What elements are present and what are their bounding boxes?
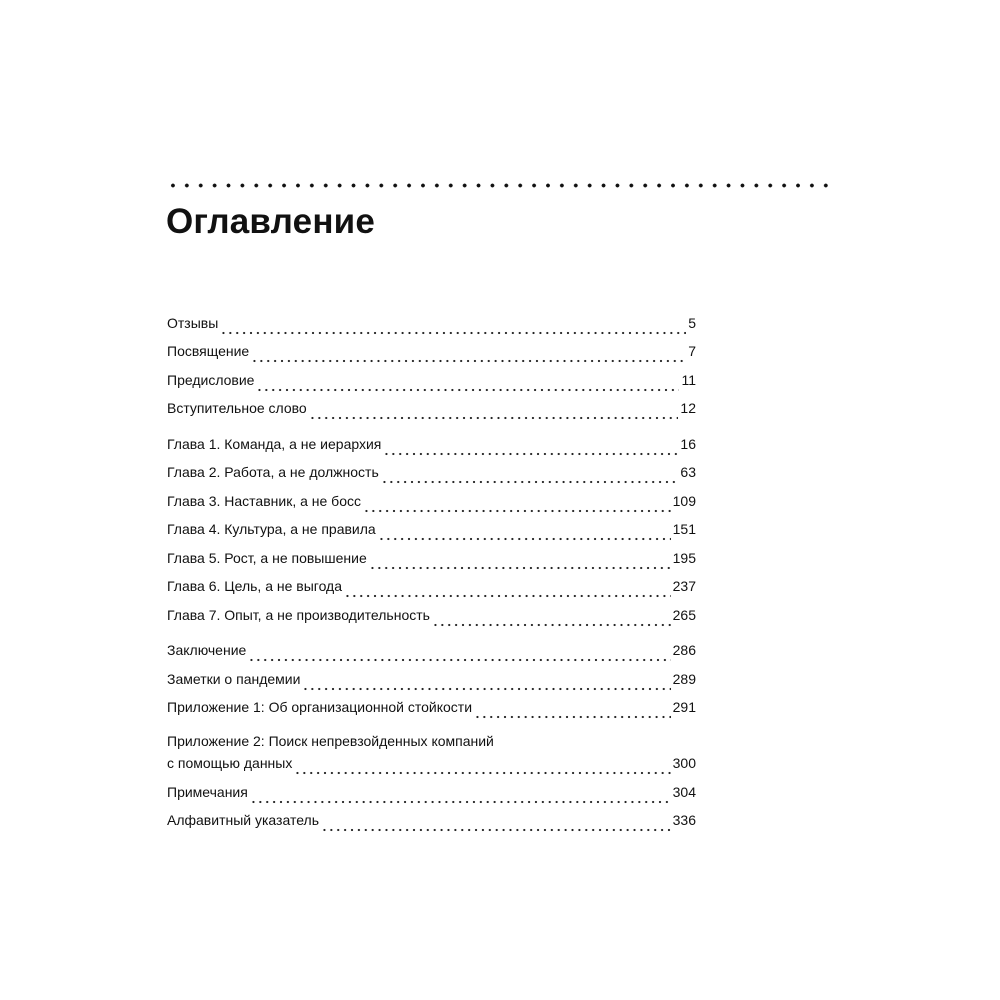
leader-dots: [248, 645, 671, 663]
toc-entry-page: 7: [688, 343, 696, 359]
leader-dots: [431, 609, 671, 628]
toc-entry[interactable]: Алфавитный указатель 336: [167, 805, 696, 833]
toc-entry[interactable]: Глава 1. Команда, а не иерархия 16: [167, 428, 696, 457]
toc-entry-page: 265: [672, 606, 696, 623]
toc-entry-page: 151: [672, 521, 696, 537]
toc-entry-label: Глава 3. Наставник, а не босс: [167, 492, 361, 509]
toc-entry-label: Примечания: [167, 783, 248, 800]
toc-entry-label: Вступительное слово: [167, 400, 307, 416]
toc-entry[interactable]: Заключение 286: [167, 635, 696, 663]
toc-entry-page: 300: [672, 755, 696, 771]
toc-entry[interactable]: Глава 5. Рост, а не повышение 195: [167, 542, 696, 571]
leader-dots: [294, 758, 671, 776]
toc-entry-page: 109: [672, 492, 696, 509]
toc-entry-label-continued: с помощью данных: [167, 755, 293, 771]
leader-dots: [377, 524, 671, 542]
toc-entry[interactable]: Глава 4. Культура, а не правила 151: [167, 514, 696, 542]
toc-entry[interactable]: Вступительное слово 12: [167, 393, 696, 421]
toc-entry[interactable]: Глава 2. Работа, а не должность 63: [167, 457, 696, 485]
leader-dots: [380, 467, 679, 485]
leader-dots: [308, 403, 679, 421]
toc-entry-label: Глава 1. Команда, а не иерархия: [167, 435, 382, 452]
toc-entry-page: 11: [681, 371, 696, 388]
toc-group: Заключение 286 Заметки о пандемии 289 Прилож…: [167, 635, 696, 833]
toc-entry-page: 336: [672, 812, 696, 828]
toc-entry[interactable]: Примечания 304: [167, 776, 696, 805]
toc-entry-label: Заключение: [167, 642, 247, 658]
toc-group: Глава 1. Команда, а не иерархия 16 Глава 2…: [167, 428, 696, 628]
toc-entry[interactable]: Глава 6. Цель, а не выгода 237: [167, 571, 696, 599]
toc-entry-label: Алфавитный указатель: [167, 812, 319, 828]
leader-dots: [302, 673, 671, 692]
table-of-contents: Отзывы 5 Посвящение 7 Предисловие 11 Вступител…: [167, 307, 696, 840]
page-title: Оглавление: [166, 202, 376, 241]
toc-entry[interactable]: Отзывы 5: [167, 307, 696, 336]
toc-entry-label: Глава 5. Рост, а не повышение: [167, 549, 367, 566]
toc-entry-page: 291: [672, 699, 696, 715]
toc-entry-label: Предисловие: [167, 371, 255, 388]
toc-entry-page: 63: [680, 464, 696, 480]
leader-dots: [256, 374, 680, 393]
toc-entry-label: Отзывы: [167, 314, 219, 331]
toc-entry-label: Глава 6. Цель, а не выгода: [167, 578, 343, 594]
toc-entry-page: 289: [672, 670, 696, 687]
leader-dots: [363, 495, 671, 514]
toc-entry-label: Приложение 1: Об организационной стойкос…: [167, 699, 473, 715]
toc-entry[interactable]: Приложение 2: Поиск непревзойденных комп…: [167, 720, 696, 776]
leader-dots: [251, 346, 687, 364]
toc-entry[interactable]: Посвящение 7: [167, 336, 696, 364]
toc-entry-page: 16: [680, 435, 696, 452]
toc-entry[interactable]: Предисловие 11: [167, 364, 696, 393]
toc-entry[interactable]: Приложение 1: Об организационной стойкос…: [167, 692, 696, 720]
leader-dots: [220, 317, 687, 336]
leader-dots: [383, 438, 679, 457]
toc-group: Отзывы 5 Посвящение 7 Предисловие 11 Вступител…: [167, 307, 696, 421]
toc-entry-page: 12: [680, 400, 696, 416]
toc-entry-page: 304: [672, 783, 696, 800]
leader-dots: [249, 786, 671, 805]
toc-entry-label: Глава 2. Работа, а не должность: [167, 464, 379, 480]
leader-dots: [368, 552, 671, 571]
toc-entry-label: Глава 4. Культура, а не правила: [167, 521, 376, 537]
toc-entry-label: Посвящение: [167, 343, 250, 359]
toc-entry-page: 237: [672, 578, 696, 594]
toc-entry[interactable]: Заметки о пандемии 289: [167, 663, 696, 692]
decorative-dotted-rule: [166, 182, 836, 189]
leader-dots: [344, 581, 671, 599]
toc-entry-label: Заметки о пандемии: [167, 670, 301, 687]
leader-dots: [474, 702, 671, 720]
toc-entry-page: 195: [672, 549, 696, 566]
toc-entry-label: Глава 7. Опыт, а не производительность: [167, 606, 430, 623]
toc-entry[interactable]: Глава 3. Наставник, а не босс 109: [167, 485, 696, 514]
toc-entry-page: 286: [672, 642, 696, 658]
leader-dots: [320, 815, 671, 833]
toc-entry-label: Приложение 2: Поиск непревзойденных комп…: [167, 733, 494, 749]
toc-entry-page: 5: [688, 314, 696, 331]
toc-entry[interactable]: Глава 7. Опыт, а не производительность 26…: [167, 599, 696, 628]
